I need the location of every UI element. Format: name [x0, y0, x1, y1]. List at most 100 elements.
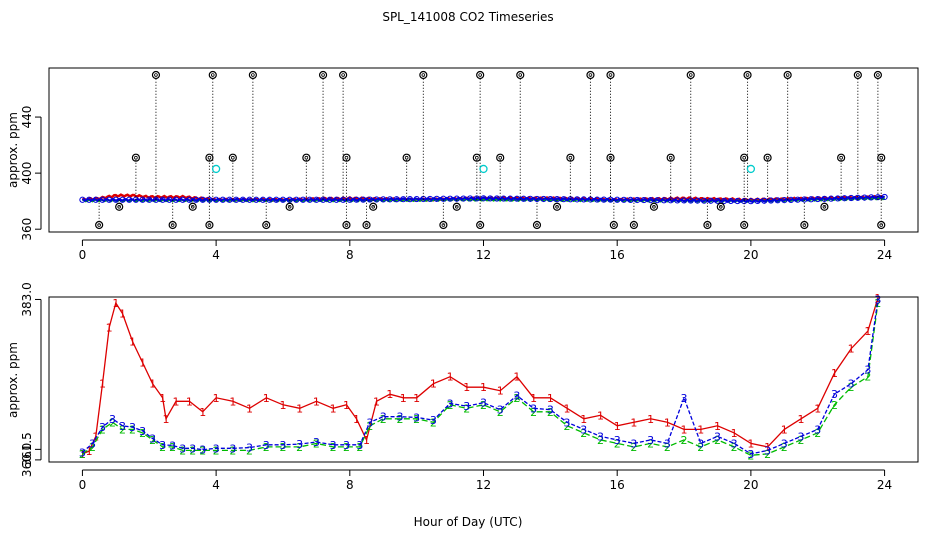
top-point-blue	[253, 196, 260, 203]
top-point-blue	[520, 195, 527, 202]
bottom-point-label-3: 3	[129, 421, 136, 434]
bottom-point-label-1: 1	[313, 395, 320, 408]
top-point-blue	[286, 196, 293, 203]
bottom-point-label-1: 1	[480, 381, 487, 394]
top-spike-low-marker-inner	[97, 223, 101, 227]
bottom-series-line-1	[82, 297, 879, 455]
bottom-point-label-3: 3	[831, 388, 838, 401]
top-spike-high-marker-inner	[251, 73, 255, 77]
top-point-blue	[239, 196, 246, 203]
top-spike-mid-marker	[302, 153, 311, 162]
bottom-y-label: approx. ppm	[6, 342, 20, 418]
bottom-point-label-1: 1	[86, 445, 93, 458]
bottom-point-label-3: 3	[139, 425, 146, 438]
top-y-label: approx. ppm	[6, 112, 20, 188]
top-spike-high-marker	[476, 70, 485, 80]
bottom-point-label-3: 3	[99, 421, 106, 434]
bottom-point-label-2: 2	[169, 441, 176, 454]
top-point-blue	[293, 196, 300, 203]
bottom-point-label-2: 2	[159, 441, 166, 454]
top-spike-mid-marker-inner	[568, 155, 573, 160]
top-spike-small-marker-inner	[190, 204, 195, 209]
top-spike-low-marker	[800, 220, 809, 230]
top-spike-low-marker-inner	[802, 223, 807, 227]
top-point-blue	[600, 196, 607, 203]
bottom-point-label-1: 1	[664, 416, 671, 429]
bottom-point-label-1: 1	[764, 441, 771, 454]
bottom-point-label-2: 2	[814, 427, 821, 440]
top-point-blue	[132, 196, 139, 203]
bottom-point-label-1: 1	[246, 402, 253, 415]
top-spike-high-marker-inner	[588, 73, 593, 77]
top-spike-low-marker-inner	[632, 223, 636, 227]
top-point-blue	[233, 196, 240, 203]
top-y-tick-label: 440	[20, 106, 34, 129]
bottom-point-label-3: 3	[647, 434, 654, 447]
top-spike-low-marker	[703, 220, 712, 230]
bottom-point-label-1: 1	[159, 392, 166, 405]
bottom-point-label-2: 2	[149, 434, 156, 447]
top-point-blue	[480, 195, 487, 202]
bottom-point-label-3: 3	[159, 439, 166, 452]
top-point-blue	[634, 196, 641, 204]
top-spike-small-marker	[820, 202, 829, 211]
top-point-blue	[166, 196, 173, 203]
top-point-blue	[533, 195, 541, 203]
bottom-point-label-1: 1	[386, 388, 393, 401]
bottom-point-label-1: 1	[139, 357, 146, 370]
top-spike-high-marker-inner	[688, 73, 693, 77]
bottom-point-label-1: 1	[430, 378, 437, 391]
bottom-point-label-2: 2	[129, 423, 136, 436]
top-spike-high-marker-inner	[421, 73, 426, 77]
top-point-blue	[640, 196, 648, 204]
bottom-point-label-1: 1	[363, 434, 370, 447]
top-point-blue	[620, 196, 627, 203]
bottom-point-label-2: 2	[681, 434, 688, 447]
top-spike-low-marker-inner	[879, 223, 884, 227]
bottom-point-label-3: 3	[199, 444, 206, 457]
bottom-point-label-3: 3	[497, 404, 504, 417]
top-point-blue	[446, 195, 454, 202]
top-point-blue	[126, 196, 133, 203]
bottom-point-label-3: 3	[149, 432, 156, 445]
top-point-blue	[386, 196, 394, 203]
top-panel-frame	[48, 67, 919, 233]
top-spike-low-marker	[476, 220, 485, 230]
bottom-point-label-1: 1	[513, 371, 520, 384]
bottom-point-label-1: 1	[564, 402, 571, 415]
bottom-point-label-2: 2	[366, 420, 373, 433]
top-spike-mid-marker	[740, 153, 749, 162]
top-point-blue	[306, 196, 313, 203]
top-point-blue	[834, 195, 841, 202]
top-spike-low-marker	[95, 220, 104, 230]
bottom-point-label-2: 2	[179, 444, 186, 457]
bottom-point-label-2: 2	[413, 413, 420, 426]
top-point-blue	[540, 195, 547, 203]
bottom-point-label-3: 3	[530, 402, 537, 415]
top-cyan-point	[479, 164, 488, 174]
bottom-series-line-2	[82, 302, 879, 456]
top-point-blue	[848, 194, 855, 202]
top-point-blue	[199, 196, 206, 203]
bottom-point-label-3: 3	[79, 447, 86, 460]
bottom-point-label-2: 2	[664, 441, 671, 454]
top-point-blue	[801, 196, 808, 203]
top-point-blue	[660, 197, 668, 204]
top-spike-small-marker-inner	[371, 204, 376, 209]
bottom-point-label-2: 2	[119, 423, 126, 436]
top-point-blue	[694, 197, 701, 204]
bottom-point-label-1: 1	[831, 367, 838, 380]
top-point-blue	[500, 195, 507, 202]
top-spike-low-marker-inner	[170, 223, 175, 227]
top-point-blue	[159, 196, 166, 203]
top-point-blue	[874, 194, 881, 201]
bottom-point-label-3: 3	[279, 439, 286, 452]
top-point-blue	[186, 196, 193, 203]
bottom-point-label-3: 3	[343, 439, 350, 452]
top-spike-small-marker-inner	[287, 204, 292, 209]
bottom-point-label-3: 3	[296, 438, 303, 451]
top-spike-mid-marker	[228, 153, 237, 162]
top-point-blue	[580, 196, 587, 203]
top-spike-small-marker-inner	[719, 204, 723, 209]
